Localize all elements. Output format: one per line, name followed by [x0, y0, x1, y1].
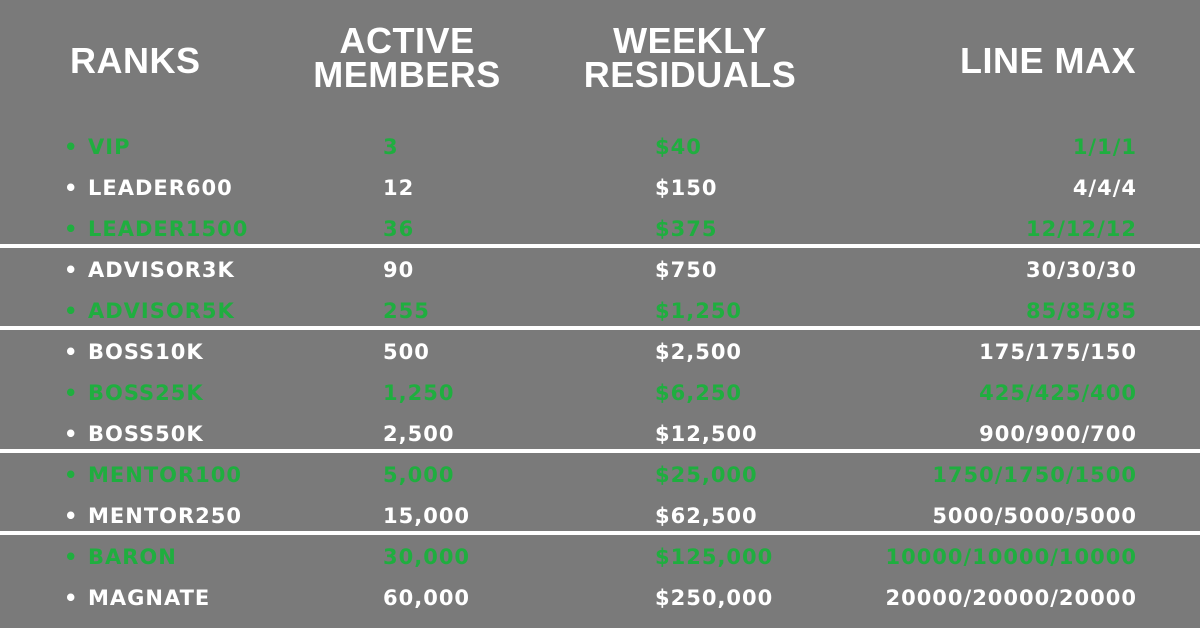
weekly-residuals-cell: $62,500 [655, 504, 758, 528]
weekly-residuals-cell: $375 [655, 217, 718, 241]
table-row: • LEADER600 12 $150 4/4/4 [0, 168, 1200, 208]
active-members-cell: 36 [383, 217, 415, 241]
active-members-cell: 500 [383, 340, 430, 364]
divider [0, 326, 1200, 330]
header-active-line2: MEMBERS [313, 54, 501, 95]
line-max-cell: 30/30/30 [1025, 258, 1137, 282]
bullet-icon: • [64, 545, 79, 569]
weekly-residuals-cell: $250,000 [655, 586, 774, 610]
line-max-cell: 900/900/700 [979, 422, 1137, 446]
bullet-icon: • [64, 381, 79, 405]
line-max-cell: 5000/5000/5000 [932, 504, 1137, 528]
rank-name: LEADER600 [88, 176, 233, 200]
bullet-icon: • [64, 258, 79, 282]
rank-name: BOSS25K [88, 381, 204, 405]
bullet-icon: • [64, 422, 79, 446]
line-max-cell: 10000/10000/10000 [885, 545, 1137, 569]
rank-cell: • BOSS50K [64, 414, 204, 454]
rank-name: MAGNATE [88, 586, 211, 610]
rank-name: ADVISOR3K [88, 258, 235, 282]
active-members-cell: 15,000 [383, 504, 471, 528]
rank-cell: • BOSS25K [64, 373, 204, 413]
table-row: • ADVISOR5K 255 $1,250 85/85/85 [0, 291, 1200, 331]
line-max-cell: 85/85/85 [1025, 299, 1137, 323]
active-members-cell: 3 [383, 135, 399, 159]
active-members-cell: 12 [383, 176, 415, 200]
table-row: • VIP 3 $40 1/1/1 [0, 127, 1200, 167]
rank-name: LEADER1500 [88, 217, 249, 241]
weekly-residuals-cell: $125,000 [655, 545, 774, 569]
weekly-residuals-cell: $25,000 [655, 463, 758, 487]
bullet-icon: • [64, 586, 79, 610]
weekly-residuals-cell: $2,500 [655, 340, 743, 364]
rank-cell: • ADVISOR3K [64, 250, 235, 290]
table-row: • BOSS25K 1,250 $6,250 425/425/400 [0, 373, 1200, 413]
active-members-cell: 255 [383, 299, 430, 323]
line-max-cell: 1/1/1 [1072, 135, 1137, 159]
header-active-line1: ACTIVE [339, 20, 475, 61]
weekly-residuals-cell: $750 [655, 258, 718, 282]
table-row: • BOSS10K 500 $2,500 175/175/150 [0, 332, 1200, 372]
rank-name: MENTOR100 [88, 463, 243, 487]
active-members-cell: 1,250 [383, 381, 455, 405]
rank-name: MENTOR250 [88, 504, 243, 528]
rank-cell: • MENTOR250 [64, 496, 242, 536]
table-row: • BARON 30,000 $125,000 10000/10000/10000 [0, 537, 1200, 577]
rank-cell: • VIP [64, 127, 130, 167]
header-weekly-residuals: WEEKLY RESIDUALS [580, 20, 800, 95]
table-row: • MAGNATE 60,000 $250,000 20000/20000/20000 [0, 578, 1200, 618]
rank-name: VIP [88, 135, 131, 159]
table-row: • MENTOR100 5,000 $25,000 1750/1750/1500 [0, 455, 1200, 495]
line-max-cell: 1750/1750/1500 [932, 463, 1137, 487]
line-max-cell: 425/425/400 [979, 381, 1137, 405]
rank-cell: • LEADER600 [64, 168, 233, 208]
rank-cell: • BOSS10K [64, 332, 204, 372]
bullet-icon: • [64, 340, 79, 364]
weekly-residuals-cell: $40 [655, 135, 702, 159]
rank-cell: • ADVISOR5K [64, 291, 235, 331]
weekly-residuals-cell: $1,250 [655, 299, 743, 323]
table-row: • LEADER1500 36 $375 12/12/12 [0, 209, 1200, 249]
line-max-cell: 12/12/12 [1025, 217, 1137, 241]
active-members-cell: 60,000 [383, 586, 471, 610]
bullet-icon: • [64, 463, 79, 487]
header-weekly-line1: WEEKLY [613, 20, 767, 61]
header-ranks-label: RANKS [70, 40, 201, 81]
rank-cell: • LEADER1500 [64, 209, 248, 249]
table-row: • BOSS50K 2,500 $12,500 900/900/700 [0, 414, 1200, 454]
line-max-cell: 4/4/4 [1072, 176, 1137, 200]
rank-cell: • BARON [64, 537, 177, 577]
header-weekly-line2: RESIDUALS [583, 54, 797, 95]
rank-name: BARON [88, 545, 177, 569]
bullet-icon: • [64, 135, 79, 159]
rank-cell: • MAGNATE [64, 578, 210, 618]
weekly-residuals-cell: $150 [655, 176, 718, 200]
table-row: • MENTOR250 15,000 $62,500 5000/5000/5000 [0, 496, 1200, 536]
rank-name: BOSS50K [88, 422, 204, 446]
rank-name: ADVISOR5K [88, 299, 235, 323]
table-row: • ADVISOR3K 90 $750 30/30/30 [0, 250, 1200, 290]
bullet-icon: • [64, 299, 79, 323]
bullet-icon: • [64, 176, 79, 200]
active-members-cell: 5,000 [383, 463, 455, 487]
divider [0, 449, 1200, 453]
weekly-residuals-cell: $6,250 [655, 381, 743, 405]
divider [0, 244, 1200, 248]
rank-name: BOSS10K [88, 340, 204, 364]
line-max-cell: 20000/20000/20000 [885, 586, 1137, 610]
divider [0, 531, 1200, 535]
bullet-icon: • [64, 217, 79, 241]
active-members-cell: 90 [383, 258, 415, 282]
line-max-cell: 175/175/150 [979, 340, 1137, 364]
active-members-cell: 2,500 [383, 422, 455, 446]
header-line-max: LINE MAX [959, 40, 1136, 81]
header-active-members: ACTIVE MEMBERS [302, 20, 512, 95]
header-ranks: RANKS [70, 40, 201, 81]
active-members-cell: 30,000 [383, 545, 471, 569]
rank-cell: • MENTOR100 [64, 455, 242, 495]
weekly-residuals-cell: $12,500 [655, 422, 758, 446]
header-line-label: LINE MAX [959, 40, 1136, 81]
bullet-icon: • [64, 504, 79, 528]
